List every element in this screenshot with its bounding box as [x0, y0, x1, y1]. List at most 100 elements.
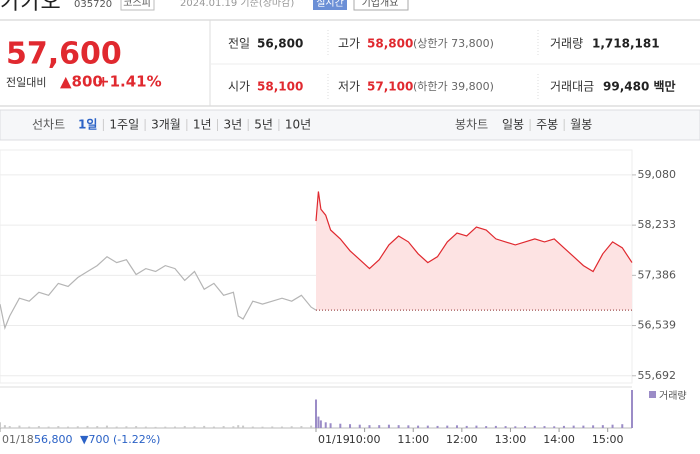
stat-value: 58,100: [257, 80, 303, 94]
date: 2024.01.19 기준(장마감): [180, 0, 294, 9]
price-line: [315, 191, 633, 273]
volume-bar: [115, 426, 118, 428]
volume-bar: [455, 425, 458, 428]
volume-bar: [271, 426, 274, 428]
x-tick-label: 11:00: [397, 433, 429, 446]
market-badge: [120, 0, 155, 11]
volume-bar: [387, 424, 390, 428]
volume-bar: [358, 424, 361, 428]
x-tick-label: 10:00: [349, 433, 381, 446]
volume-bar: [3, 425, 6, 428]
volume-bar: [417, 425, 420, 428]
volume-bar: [0, 422, 1, 428]
candle-tab[interactable]: 일봉: [502, 118, 524, 132]
volume-bar: [310, 425, 313, 428]
volume-bar: [242, 425, 245, 428]
period-tab[interactable]: 5년: [254, 118, 273, 132]
volume-bar: [261, 426, 264, 428]
volume-legend: 거래량: [659, 390, 687, 402]
change-rate: +1.41%: [97, 73, 162, 91]
volume-bar: [193, 426, 196, 428]
volume-bar: [280, 426, 283, 428]
volume-bar: [319, 420, 322, 428]
period-tab[interactable]: 3년: [224, 118, 243, 132]
volume-legend-swatch: [649, 391, 656, 398]
volume-bar: [572, 425, 575, 428]
period-tab[interactable]: 1주일: [109, 118, 139, 132]
x-tick-label: 13:00: [495, 433, 527, 446]
volume-bar: [164, 426, 167, 428]
volume-bar: [67, 426, 70, 428]
volume-bar: [426, 425, 429, 428]
stat-value: 58,800: [367, 37, 413, 51]
stat-label: 저가: [338, 80, 360, 94]
volume-bar: [203, 425, 206, 428]
volume-bar: [446, 425, 449, 428]
volume-bar: [28, 426, 31, 428]
realtime[interactable]: 실시간: [316, 0, 344, 9]
footer-change: ▼700 (-1.22%): [80, 433, 160, 446]
y-tick-label: 59,080: [638, 168, 677, 181]
volume-bar: [8, 426, 11, 428]
period-tab[interactable]: 1년: [193, 118, 212, 132]
volume-bar: [135, 426, 138, 428]
stat-label: 전일: [228, 37, 250, 51]
change: ▲800: [60, 73, 103, 91]
company-info[interactable]: 기업개요: [362, 0, 399, 9]
volume-bar: [494, 425, 497, 428]
volume-bar: [232, 426, 235, 428]
volume-bar: [125, 426, 128, 428]
volume-bar: [514, 426, 517, 428]
volume-bar: [592, 425, 595, 428]
realtime-button[interactable]: [313, 0, 347, 10]
volume-bar: [237, 425, 240, 428]
period-tab[interactable]: 3개월: [151, 118, 181, 132]
volume-bar: [378, 425, 381, 428]
x-tick-label: 14:00: [543, 433, 575, 446]
stat-label: 고가: [338, 37, 360, 51]
volume-bar: [475, 425, 478, 428]
volume-bar: [339, 423, 342, 428]
x-tick-label: 12:00: [446, 433, 478, 446]
stat-sub: (상한가 73,800): [413, 37, 494, 50]
volume-bar: [601, 425, 604, 428]
market: 코스피: [123, 0, 151, 9]
company-info-button[interactable]: [353, 0, 409, 11]
tab-group-label: 봉차트: [455, 118, 488, 132]
volume-bar: [407, 425, 410, 428]
x-tick-label: 01/19: [318, 433, 350, 446]
area: [316, 191, 632, 311]
volume-bar: [300, 426, 303, 428]
volume-bar: [349, 424, 352, 428]
volume-bar: [47, 426, 50, 428]
stat-value: 57,100: [367, 80, 413, 94]
current-price: 57,600: [6, 37, 122, 72]
x-tick-label: 15:00: [592, 433, 624, 446]
volume-bar: [524, 426, 527, 428]
volume-bar: [368, 425, 371, 428]
volume-bar: [105, 425, 108, 428]
volume-bar: [485, 426, 488, 428]
period-tab[interactable]: 1일: [78, 118, 97, 132]
volume-bar: [611, 424, 614, 428]
volume-bar: [621, 424, 624, 428]
volume-bar: [324, 422, 327, 428]
volume-bar: [154, 426, 157, 428]
candle-tab[interactable]: 주봉: [536, 118, 558, 132]
y-tick-label: 55,692: [638, 369, 677, 382]
volume-bar: [562, 425, 565, 428]
volume-bar: [222, 426, 225, 428]
stock-code: 035720: [74, 0, 112, 10]
volume-bar: [57, 426, 60, 428]
stat-label: 거래량: [550, 37, 583, 51]
tab-bar: [0, 109, 700, 141]
period-tab[interactable]: 10년: [285, 118, 311, 132]
volume-bar: [504, 426, 507, 428]
candle-tab[interactable]: 월봉: [570, 118, 592, 132]
volume-bar: [96, 426, 99, 428]
volume-bar: [533, 425, 536, 428]
tab-group-label: 선차트: [32, 118, 65, 132]
stat-value: 1,718,181: [592, 37, 660, 51]
volume-bar: [631, 390, 633, 428]
volume-bar: [315, 399, 317, 428]
